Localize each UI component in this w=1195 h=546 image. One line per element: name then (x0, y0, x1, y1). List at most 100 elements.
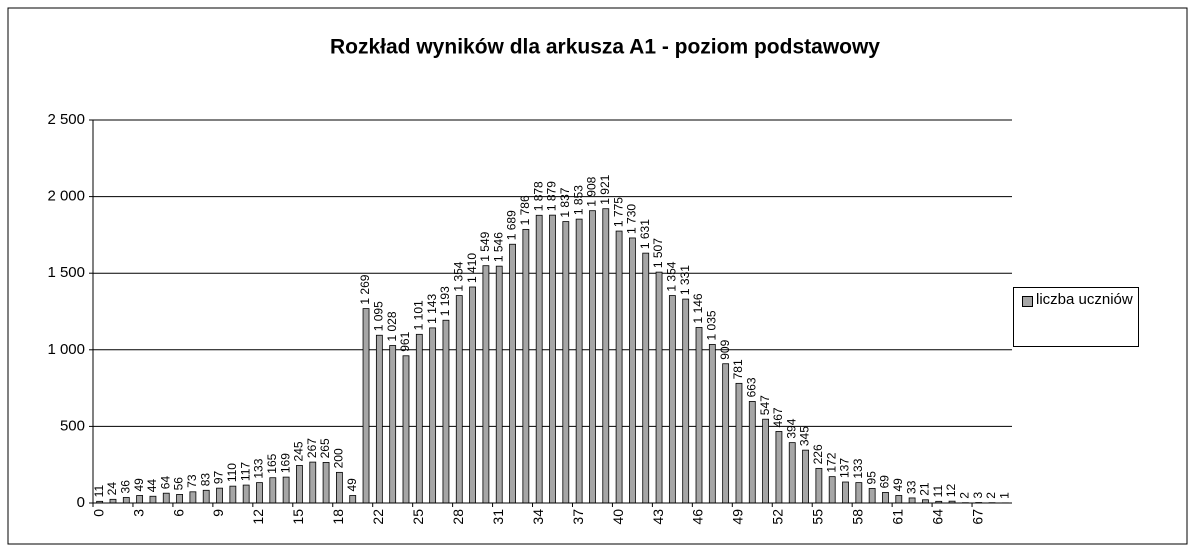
bar (629, 237, 636, 504)
bar (389, 345, 397, 504)
value-label: 245 (292, 441, 306, 461)
bar (722, 363, 730, 504)
value-label: 133 (252, 458, 266, 478)
value-label: 1 028 (385, 311, 399, 341)
value-label: 11 (92, 485, 106, 498)
bar (469, 286, 476, 504)
value-label: 1 908 (585, 176, 599, 206)
bar (282, 476, 290, 504)
bar (655, 271, 663, 504)
y-tick-label: 2 500 (47, 111, 85, 128)
bar (828, 476, 836, 504)
value-label: 1 730 (625, 204, 639, 234)
x-tick-label: 49 (730, 509, 746, 525)
value-label: 663 (744, 377, 758, 397)
bar (748, 401, 756, 504)
x-tick-label: 22 (370, 509, 386, 525)
x-tick-label: 6 (170, 509, 186, 517)
value-label: 1 549 (478, 231, 492, 261)
bar (735, 382, 743, 504)
bar (109, 498, 117, 504)
bar (522, 228, 530, 504)
bar (269, 477, 277, 504)
x-tick-label: 46 (690, 509, 706, 525)
bar (335, 471, 343, 504)
bar (602, 208, 610, 504)
bar (535, 214, 543, 504)
value-label: 73 (185, 474, 199, 488)
legend-swatch (1022, 296, 1033, 307)
value-label: 83 (198, 473, 212, 487)
value-label: 467 (771, 407, 785, 427)
value-label: 1 853 (571, 185, 585, 215)
bar (562, 221, 570, 504)
value-label: 165 (265, 453, 279, 473)
value-label: 36 (118, 480, 132, 494)
bar (882, 492, 889, 504)
value-label: 1 837 (558, 187, 572, 217)
value-label: 1 410 (465, 253, 479, 283)
bar (322, 462, 330, 504)
value-label: 394 (784, 418, 798, 438)
x-tick-label: 3 (130, 509, 146, 517)
bar (242, 484, 250, 504)
bar (122, 497, 130, 504)
bar (402, 355, 410, 504)
value-label: 226 (811, 444, 825, 464)
value-label: 1 095 (372, 301, 386, 331)
value-label: 1 354 (665, 261, 679, 291)
value-label: 1 921 (598, 174, 612, 204)
bar (202, 489, 210, 504)
bar (708, 344, 716, 504)
x-tick-label: 40 (610, 509, 626, 525)
x-tick-label: 31 (490, 509, 506, 525)
value-label: 11 (931, 485, 945, 498)
value-label: 3 (971, 492, 985, 499)
value-label: 1 (998, 492, 1012, 499)
value-label: 1 146 (691, 293, 705, 323)
bar (216, 487, 223, 504)
bar (802, 449, 809, 504)
x-tick-label: 52 (770, 509, 786, 525)
value-label: 49 (891, 478, 905, 492)
x-tick-label: 25 (410, 509, 426, 525)
bar (229, 485, 237, 504)
bar (455, 295, 463, 504)
value-label: 33 (904, 480, 918, 494)
y-tick-label: 1 000 (47, 341, 85, 358)
chart-title: Rozkład wyników dla arkusza A1 - poziom … (330, 36, 880, 59)
x-tick-label: 18 (330, 509, 346, 525)
bar (309, 461, 317, 504)
value-label: 95 (864, 471, 878, 485)
bar (482, 265, 490, 504)
bar (136, 495, 144, 504)
value-label: 1 354 (451, 261, 465, 291)
value-label: 69 (878, 475, 892, 489)
value-label: 200 (332, 448, 346, 468)
y-tick-label: 2 000 (47, 188, 85, 205)
x-tick-label: 15 (290, 509, 306, 525)
bar (868, 488, 876, 504)
bar (162, 492, 170, 504)
bar (509, 243, 516, 504)
value-label: 265 (318, 438, 332, 458)
bar (615, 230, 623, 504)
x-tick-label: 55 (810, 509, 826, 525)
value-label: 1 689 (505, 210, 519, 240)
value-label: 117 (238, 462, 252, 481)
bar (695, 327, 703, 504)
value-label: 1 331 (678, 265, 692, 295)
bar (775, 431, 783, 504)
value-label: 56 (172, 477, 186, 491)
value-label: 547 (758, 395, 772, 415)
value-label: 1 546 (491, 232, 505, 262)
y-tick-label: 500 (60, 417, 85, 434)
value-label: 137 (838, 458, 852, 478)
bar (415, 333, 423, 504)
bar (176, 494, 183, 504)
bar (575, 218, 583, 504)
x-tick-label: 9 (210, 509, 226, 517)
value-label: 110 (225, 463, 239, 482)
